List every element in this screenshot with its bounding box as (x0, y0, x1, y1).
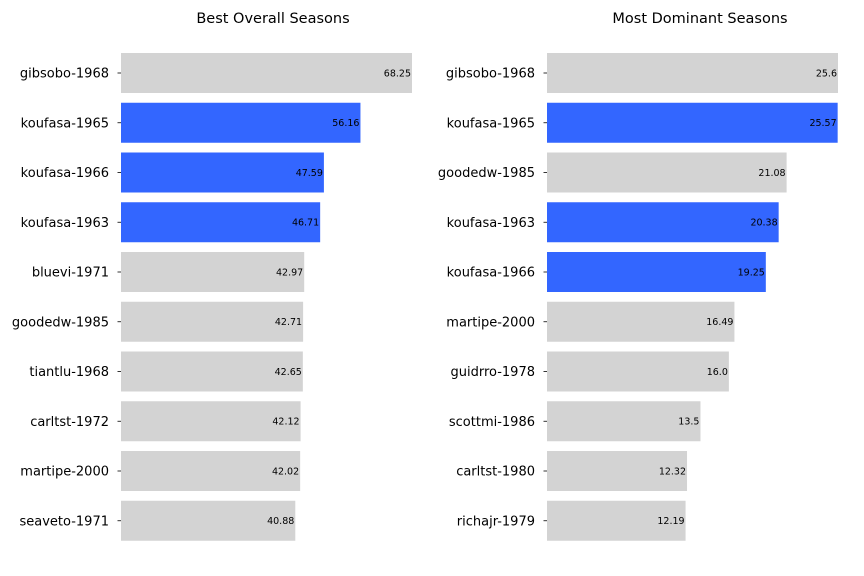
bar (547, 53, 838, 93)
data-label: 56.16 (332, 118, 359, 129)
bar (121, 301, 304, 342)
y-tick-label: carltst-1980 (456, 465, 535, 480)
bar (121, 351, 303, 392)
y-tick-label: goodedw-1985 (438, 166, 535, 181)
data-label: 47.59 (296, 168, 323, 179)
bar (547, 500, 686, 541)
data-label: 25.6 (816, 68, 837, 79)
bar (547, 301, 735, 342)
bar (547, 351, 729, 392)
y-tick-label: carltst-1972 (30, 415, 109, 430)
bar (121, 451, 301, 491)
bar (121, 102, 361, 143)
data-label: 42.71 (275, 317, 302, 328)
data-label: 25.57 (809, 118, 836, 129)
y-tick-label: seaveto-1971 (20, 514, 110, 529)
data-label: 16.0 (707, 367, 728, 378)
y-tick-label: gibsobo-1968 (446, 67, 535, 82)
bar (547, 252, 766, 292)
data-label: 42.97 (276, 267, 303, 278)
bar (121, 202, 321, 243)
chart-panel-most-dominant: Most Dominant Seasons gibsobo-1968 25.6 kou… (438, 11, 838, 541)
data-label: 19.25 (738, 267, 765, 278)
data-label: 20.38 (750, 218, 777, 229)
bar (121, 500, 296, 541)
bar (121, 252, 305, 292)
bar (121, 53, 412, 93)
data-label: 46.71 (292, 218, 319, 229)
y-tick-label: goodedw-1985 (12, 315, 109, 330)
chart-title: Best Overall Seasons (196, 11, 349, 27)
y-tick-label: richajr-1979 (457, 514, 535, 529)
bar (547, 152, 787, 193)
bar (547, 102, 838, 143)
y-tick-label: koufasa-1963 (21, 216, 109, 231)
y-tick-label: koufasa-1966 (21, 166, 109, 181)
chart-title: Most Dominant Seasons (612, 11, 787, 27)
data-label: 42.65 (275, 367, 302, 378)
bar (547, 401, 701, 442)
y-tick-label: koufasa-1963 (447, 216, 535, 231)
y-tick-label: koufasa-1965 (447, 116, 535, 131)
y-tick-label: martipe-2000 (446, 315, 535, 330)
y-tick-label: koufasa-1966 (447, 266, 535, 281)
data-label: 12.32 (659, 466, 686, 477)
bar (121, 401, 301, 442)
data-label: 42.02 (272, 466, 299, 477)
data-label: 40.88 (267, 516, 294, 527)
data-label: 12.19 (657, 516, 684, 527)
y-tick-label: guidrro-1978 (451, 365, 536, 380)
data-label: 42.12 (272, 417, 299, 428)
bar (547, 451, 688, 491)
y-tick-label: scottmi-1986 (449, 415, 535, 430)
y-tick-label: bluevi-1971 (32, 266, 109, 281)
y-tick-label: martipe-2000 (20, 465, 109, 480)
bar (121, 152, 324, 193)
data-label: 21.08 (758, 168, 785, 179)
data-label: 13.5 (678, 417, 699, 428)
y-tick-label: gibsobo-1968 (20, 67, 109, 82)
data-label: 68.25 (384, 68, 411, 79)
bar (547, 202, 779, 243)
y-tick-label: tiantlu-1968 (29, 365, 109, 380)
data-label: 16.49 (706, 317, 733, 328)
y-tick-label: koufasa-1965 (21, 116, 109, 131)
chart-panel-best-overall: Best Overall Seasons gibsobo-1968 68.25 kou… (12, 11, 412, 541)
